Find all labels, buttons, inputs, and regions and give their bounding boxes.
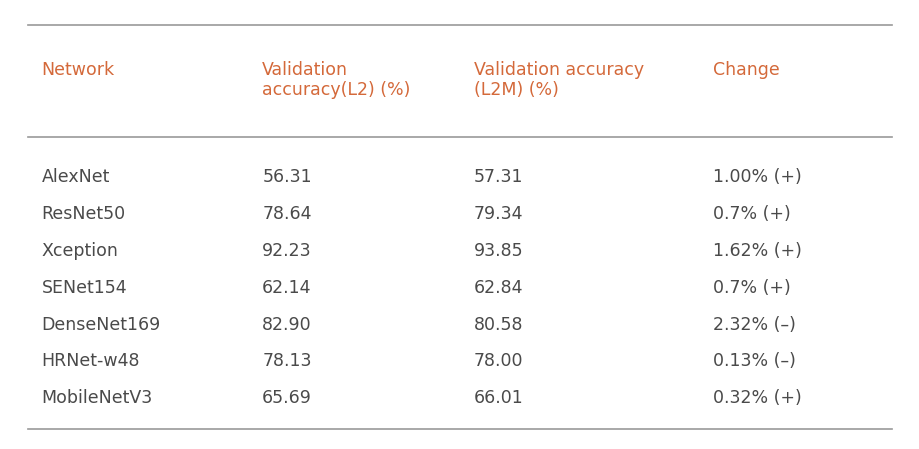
Text: Validation
accuracy(L2) (%): Validation accuracy(L2) (%)	[262, 61, 410, 99]
Text: Change: Change	[712, 61, 779, 79]
Text: 62.84: 62.84	[473, 279, 523, 297]
Text: 0.32% (+): 0.32% (+)	[712, 389, 800, 407]
Text: 0.7% (+): 0.7% (+)	[712, 279, 790, 297]
Text: 1.00% (+): 1.00% (+)	[712, 168, 800, 186]
Text: 82.90: 82.90	[262, 316, 312, 334]
Text: 93.85: 93.85	[473, 242, 523, 260]
Text: 78.00: 78.00	[473, 352, 523, 370]
Text: 0.7% (+): 0.7% (+)	[712, 205, 790, 223]
Text: DenseNet169: DenseNet169	[41, 316, 161, 334]
Text: Validation accuracy
(L2M) (%): Validation accuracy (L2M) (%)	[473, 61, 643, 99]
Text: 0.13% (–): 0.13% (–)	[712, 352, 795, 370]
Text: 2.32% (–): 2.32% (–)	[712, 316, 795, 334]
Text: 62.14: 62.14	[262, 279, 312, 297]
Text: Xception: Xception	[41, 242, 119, 260]
Text: 92.23: 92.23	[262, 242, 312, 260]
Text: HRNet-w48: HRNet-w48	[41, 352, 140, 370]
Text: 79.34: 79.34	[473, 205, 523, 223]
Text: 65.69: 65.69	[262, 389, 312, 407]
Text: 57.31: 57.31	[473, 168, 523, 186]
Text: 56.31: 56.31	[262, 168, 312, 186]
Text: 78.64: 78.64	[262, 205, 312, 223]
Text: 1.62% (+): 1.62% (+)	[712, 242, 801, 260]
Text: 78.13: 78.13	[262, 352, 312, 370]
Text: 66.01: 66.01	[473, 389, 523, 407]
Text: MobileNetV3: MobileNetV3	[41, 389, 153, 407]
Text: ResNet50: ResNet50	[41, 205, 125, 223]
Text: Network: Network	[41, 61, 114, 79]
Text: 80.58: 80.58	[473, 316, 523, 334]
Text: SENet154: SENet154	[41, 279, 127, 297]
Text: AlexNet: AlexNet	[41, 168, 109, 186]
